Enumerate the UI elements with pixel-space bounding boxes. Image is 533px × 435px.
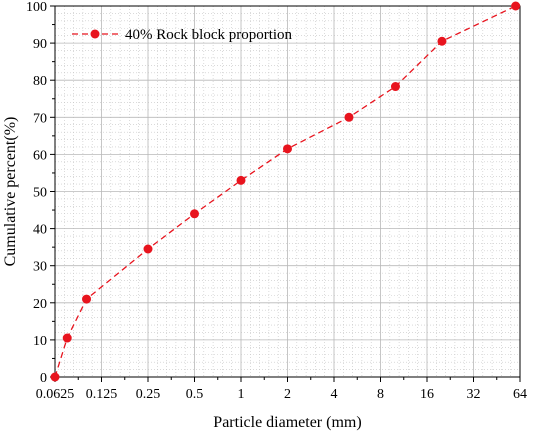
y-tick-label: 60	[33, 148, 47, 163]
data-point	[82, 294, 92, 304]
data-point	[190, 209, 199, 219]
series-layer	[50, 1, 521, 382]
legend-marker	[90, 29, 100, 39]
y-tick-label: 90	[33, 37, 47, 52]
x-tick-label: 8	[377, 387, 384, 402]
data-point	[283, 144, 292, 154]
y-tick-label: 70	[33, 111, 47, 126]
data-point	[236, 175, 246, 185]
x-tick-label: 16	[420, 387, 434, 402]
legend-label: 40% Rock block proportion	[125, 27, 293, 43]
x-tick-label: 0.25	[136, 387, 161, 402]
y-tick-label: 0	[40, 371, 47, 386]
y-tick-label: 80	[33, 74, 47, 89]
series-line	[54, 5, 516, 378]
data-point	[143, 244, 153, 254]
y-tick-label: 50	[33, 186, 47, 201]
data-point	[50, 372, 60, 382]
x-tick-label: 64	[513, 387, 527, 402]
data-point	[511, 1, 521, 11]
data-point	[390, 82, 400, 92]
legend: 40% Rock block proportion	[72, 27, 293, 43]
grid-layer	[54, 5, 521, 378]
x-tick-label: 0.125	[86, 387, 118, 402]
y-axis-title: Cumulative percent(%)	[2, 117, 19, 267]
y-tick-label: 20	[33, 297, 47, 312]
x-tick-label: 2	[284, 387, 291, 402]
y-tick-label: 10	[33, 334, 47, 349]
x-tick-label: 4	[331, 387, 338, 402]
y-tick-label: 40	[33, 223, 47, 238]
data-point	[437, 36, 447, 46]
x-tick-label: 1	[238, 387, 245, 402]
x-tick-label: 0.0625	[36, 387, 75, 402]
x-axis-title: Particle diameter (mm)	[213, 414, 361, 431]
x-tick-label: 0.5	[186, 387, 204, 402]
data-point	[62, 333, 72, 343]
tick-layer: 0 10 20 30 40 50 60 70 80 90 100 0.0625 0.125 0.25 0.5…	[26, 0, 527, 402]
data-point	[344, 112, 354, 122]
x-tick-label: 32	[467, 387, 481, 402]
y-tick-label: 100	[26, 0, 47, 15]
y-tick-label: 30	[33, 260, 47, 275]
